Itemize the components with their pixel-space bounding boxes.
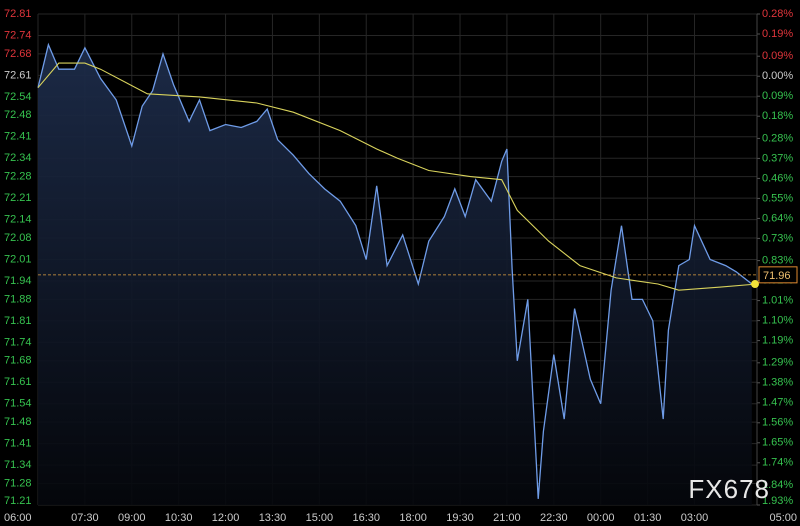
x-tick-label: 06:00 [4, 512, 32, 524]
y-tick-label: 71.61 [4, 376, 32, 388]
x-tick-label: 09:00 [118, 512, 146, 524]
end-dot [751, 280, 759, 289]
x-tick-label: 15:00 [306, 512, 334, 524]
x-tick-label: 03:00 [681, 512, 709, 524]
y2-tick-label: 1.19% [762, 334, 793, 346]
y2-tick-label: 1.93% [762, 495, 793, 507]
y2-tick-label: 1.29% [762, 357, 793, 369]
y-tick-label: 72.34 [4, 152, 32, 164]
x-tick-label: 10:30 [165, 512, 193, 524]
x-tick-label: 07:30 [71, 512, 99, 524]
y-tick-label: 71.74 [4, 336, 32, 348]
y2-tick-label: 1.38% [762, 377, 793, 389]
y-tick-label: 71.88 [4, 293, 32, 305]
y2-tick-label: 0.18% [762, 110, 793, 122]
x-tick-label: 00:00 [587, 512, 615, 524]
y2-tick-label: 0.00% [762, 70, 793, 82]
y-tick-label: 71.48 [4, 416, 32, 428]
y2-tick-label: 0.19% [762, 28, 793, 40]
y-tick-label: 71.68 [4, 355, 32, 367]
y2-tick-label: 1.84% [762, 479, 793, 491]
y2-tick-label: 0.09% [762, 90, 793, 102]
y-tick-label: 72.74 [4, 29, 32, 41]
y-tick-label: 71.34 [4, 459, 32, 471]
y2-tick-label: 1.47% [762, 397, 793, 409]
y2-tick-label: 0.46% [762, 172, 793, 184]
y2-tick-label: 1.65% [762, 437, 793, 449]
y-tick-label: 71.21 [4, 495, 32, 507]
y-tick-label: 72.28 [4, 171, 32, 183]
y2-tick-label: 0.09% [762, 50, 793, 62]
x-tick-label: 19:30 [446, 512, 474, 524]
y2-tick-label: 1.10% [762, 315, 793, 327]
y2-tick-label: 0.83% [762, 255, 793, 267]
last-price-label: 71.96 [763, 270, 791, 282]
x-tick-label: 12:00 [212, 512, 240, 524]
y-tick-label: 72.48 [4, 109, 32, 121]
y2-tick-label: 0.64% [762, 212, 793, 224]
x-tick-label: 13:30 [259, 512, 287, 524]
x-tick-label: 05:00 [769, 512, 797, 524]
y-tick-label: 71.28 [4, 477, 32, 489]
x-tick-label: 21:00 [493, 512, 521, 524]
y2-tick-label: 0.28% [762, 8, 793, 20]
y-tick-label: 71.81 [4, 315, 32, 327]
y-tick-label: 72.61 [4, 69, 32, 81]
y-tick-label: 72.14 [4, 214, 32, 226]
y2-tick-label: 1.01% [762, 295, 793, 307]
price-line [37, 62, 758, 291]
last-price-tag [758, 266, 798, 284]
y-tick-label: 72.08 [4, 232, 32, 244]
y2-tick-label: 0.73% [762, 232, 793, 244]
x-tick-label: 16:30 [352, 512, 380, 524]
y-tick-label: 71.41 [4, 438, 32, 450]
y-tick-label: 72.81 [4, 8, 32, 20]
y-tick-label: 71.54 [4, 398, 32, 410]
y-tick-label: 72.21 [4, 192, 32, 204]
y2-tick-label: 0.37% [762, 152, 793, 164]
y-tick-label: 72.54 [4, 91, 32, 103]
y-tick-label: 72.68 [4, 48, 32, 60]
x-tick-label: 22:30 [540, 512, 568, 524]
y2-tick-label: 1.74% [762, 457, 793, 469]
y-tick-label: 72.01 [4, 253, 32, 265]
y-tick-label: 71.94 [4, 275, 32, 287]
y2-tick-label: 0.28% [762, 132, 793, 144]
x-tick-label: 18:00 [399, 512, 427, 524]
x-tick-label: 01:30 [634, 512, 662, 524]
y-tick-label: 72.41 [4, 131, 32, 143]
y2-tick-label: 0.55% [762, 192, 793, 204]
y2-tick-label: 1.56% [762, 417, 793, 429]
price-line [37, 42, 753, 499]
watermark: FX678 [688, 474, 770, 504]
